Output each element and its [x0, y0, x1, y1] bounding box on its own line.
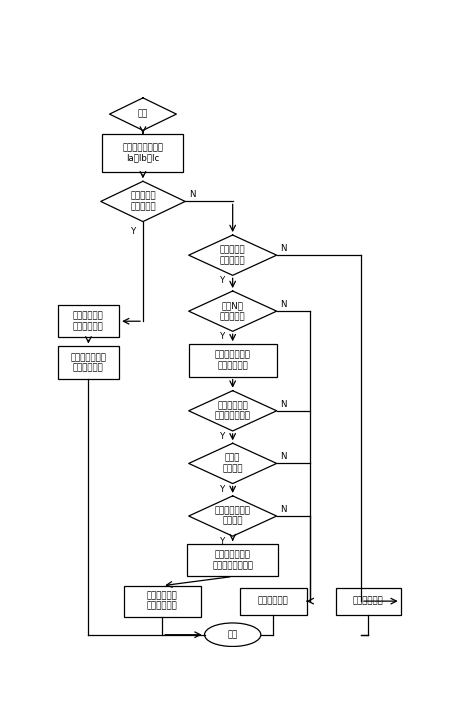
Polygon shape — [189, 443, 276, 483]
Bar — [103, 134, 183, 172]
Ellipse shape — [205, 623, 261, 646]
Bar — [187, 544, 278, 577]
Text: N: N — [280, 505, 286, 514]
Text: N: N — [280, 452, 286, 461]
Polygon shape — [109, 98, 176, 130]
Text: N: N — [189, 190, 195, 199]
Bar — [123, 586, 201, 616]
Text: Y: Y — [220, 537, 226, 546]
Text: N: N — [280, 400, 286, 409]
Text: 采集电机三相电流
Ia、Ib、Ic: 采集电机三相电流 Ia、Ib、Ic — [123, 143, 163, 162]
Text: 电机转速小于
等于自恢复转速: 电机转速小于 等于自恢复转速 — [215, 401, 251, 420]
Text: 任一相大于
电流预警值: 任一相大于 电流预警值 — [220, 246, 246, 265]
Text: 置置故障标志位
电机系统停车: 置置故障标志位 电机系统停车 — [215, 350, 251, 370]
Text: 连续N次
达到预警值: 连续N次 达到预警值 — [220, 302, 246, 321]
Text: 消除故障标志位
电机系统使能运行: 消除故障标志位 电机系统使能运行 — [212, 550, 253, 570]
Text: N: N — [280, 244, 286, 253]
Text: Y: Y — [220, 276, 226, 286]
Text: 触发驱动电机
系统过流故障: 触发驱动电机 系统过流故障 — [73, 312, 104, 331]
Bar — [336, 587, 401, 614]
Polygon shape — [189, 390, 276, 431]
Text: 结束: 结束 — [227, 630, 238, 639]
Text: 控制器
使能运行: 控制器 使能运行 — [222, 454, 243, 473]
Bar — [58, 305, 119, 337]
Polygon shape — [101, 181, 185, 222]
Bar — [189, 344, 276, 377]
Text: N: N — [280, 300, 286, 309]
Text: Y: Y — [220, 485, 226, 494]
Text: Y: Y — [131, 227, 136, 236]
Bar — [58, 347, 119, 379]
Text: 车辆正常行驶: 车辆正常行驶 — [353, 597, 384, 606]
Text: Y: Y — [220, 432, 226, 441]
Bar — [240, 587, 306, 614]
Polygon shape — [189, 496, 276, 537]
Polygon shape — [189, 235, 276, 276]
Text: 开始: 开始 — [138, 110, 148, 119]
Text: 维持当前状态: 维持当前状态 — [258, 597, 288, 606]
Text: 电机力矩、速度
指令为零: 电机力矩、速度 指令为零 — [215, 506, 251, 526]
Text: Y: Y — [220, 332, 226, 342]
Text: 任一相大于
电流保护值: 任一相大于 电流保护值 — [130, 192, 156, 211]
Polygon shape — [189, 291, 276, 332]
Text: 驱动电机系统停
请求整车停车: 驱动电机系统停 请求整车停车 — [70, 353, 106, 372]
Text: 响应整车指令
车辆正常行驶: 响应整车指令 车辆正常行驶 — [147, 592, 178, 611]
